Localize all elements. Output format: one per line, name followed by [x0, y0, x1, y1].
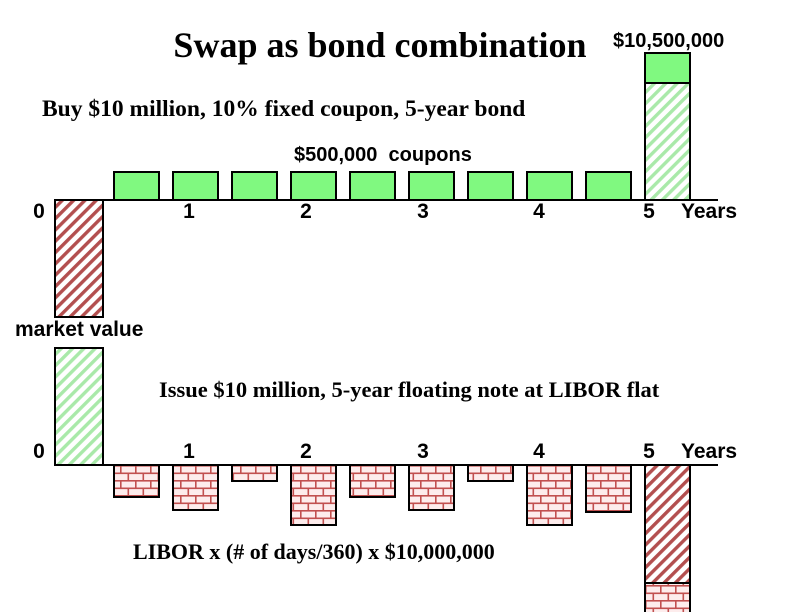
bars-bond-t0: [54, 199, 104, 318]
bars-bond-t3.5: [467, 171, 514, 201]
bond-tick-2: 2: [300, 200, 312, 223]
note-tick-4: 4: [533, 440, 545, 463]
bond-tick-1: 1: [183, 200, 195, 223]
bond-tick-3: 3: [417, 200, 429, 223]
bars-note-t3.5: [467, 464, 514, 482]
bars-bond-t1: [172, 171, 219, 201]
bars-bond-cap-t5: [644, 52, 691, 84]
bars-note-t3: [408, 464, 455, 511]
note-tick-5: 5: [643, 440, 655, 463]
bond-cashflow-bars: [54, 52, 691, 318]
bars-note-t2: [290, 464, 337, 526]
bars-note-t1: [172, 464, 219, 511]
bars-note-t1.5: [231, 464, 278, 482]
note-tick-3: 3: [417, 440, 429, 463]
bond-tick-5: 5: [643, 200, 655, 223]
slide-title: Swap as bond combination: [173, 25, 587, 65]
bond-market-value-label: market value: [15, 318, 144, 341]
bars-bond-t3: [408, 171, 455, 201]
bond-coupons-label: $500,000 coupons: [294, 144, 472, 166]
bars-note-t4: [526, 464, 573, 526]
bars-bond-t1.5: [231, 171, 278, 201]
bars-bond-t2: [290, 171, 337, 201]
bars-note-t0: [54, 347, 104, 466]
bars-note-t0.5: [113, 464, 160, 498]
note-heading: Issue $10 million, 5-year floating note …: [159, 377, 660, 402]
bars-bond-t0.5: [113, 171, 160, 201]
note-axis-unit-label: Years: [681, 440, 738, 463]
bond-tick-4: 4: [533, 200, 545, 223]
bars-note-cap-t5: [644, 582, 691, 612]
bond-redemption-amount-label: $10,500,000: [613, 30, 725, 52]
bond-axis-unit-label: Years: [681, 200, 738, 223]
bond-tick-0: 0: [33, 200, 45, 223]
note-tick-2: 2: [300, 440, 312, 463]
bars-bond-t2.5: [349, 171, 396, 201]
bond-heading: Buy $10 million, 10% fixed coupon, 5-yea…: [42, 96, 526, 122]
note-tick-1: 1: [183, 440, 195, 463]
bars-bond-t4.5: [585, 171, 632, 201]
bars-bond-t4: [526, 171, 573, 201]
note-coupon-formula: LIBOR x (# of days/360) x $10,000,000: [133, 539, 495, 564]
note-tick-0: 0: [33, 440, 45, 463]
bars-note-t4.5: [585, 464, 632, 513]
bars-note-t2.5: [349, 464, 396, 498]
